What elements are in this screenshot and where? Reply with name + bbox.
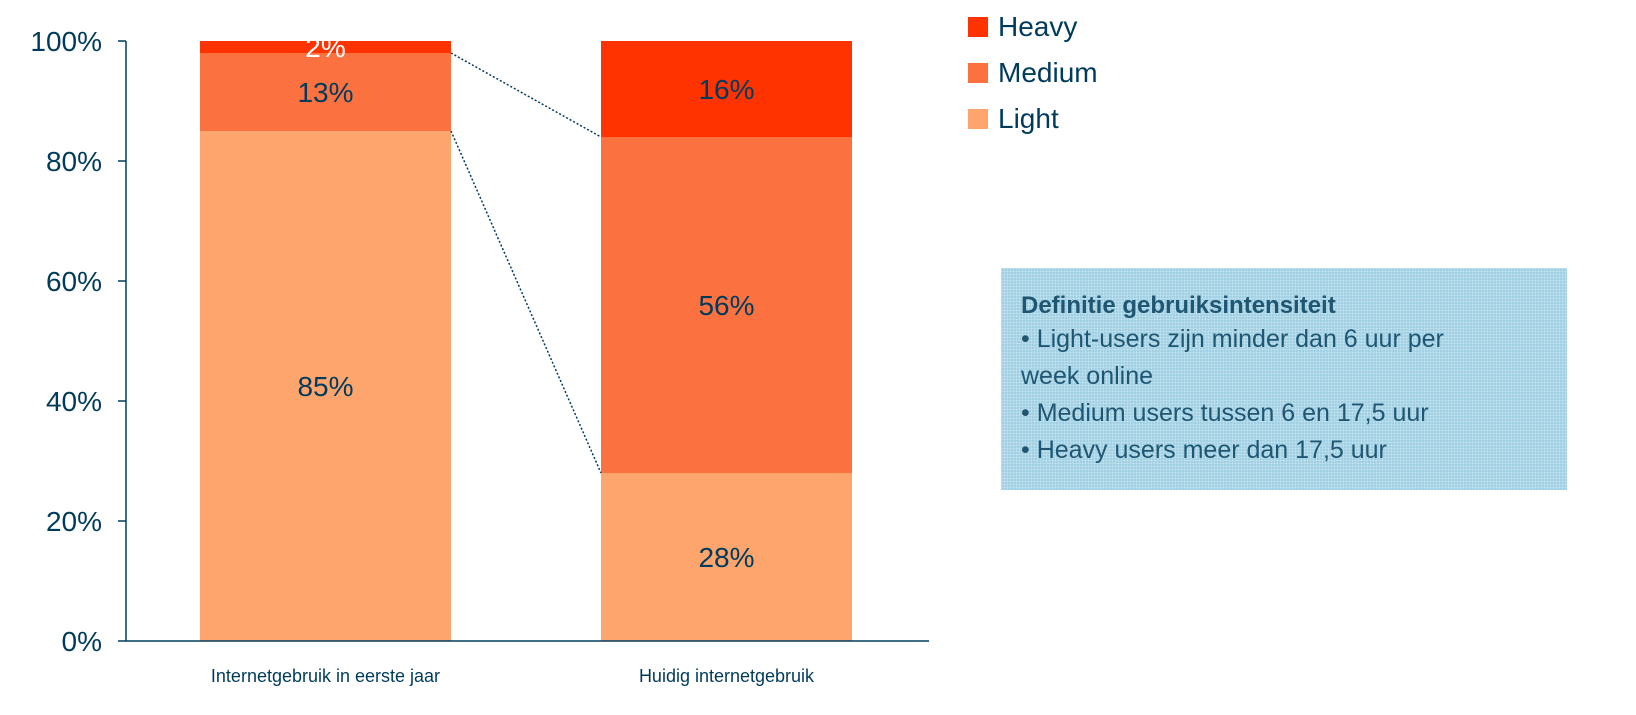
legend-item-heavy: Heavy	[968, 4, 1098, 50]
data-label-light: 85%	[297, 371, 353, 402]
legend-label-heavy: Heavy	[998, 11, 1078, 42]
y-tick-label: 0%	[62, 626, 102, 657]
legend-swatch-medium	[968, 63, 988, 83]
legend-swatch-heavy	[968, 17, 988, 37]
bar-segment-medium	[601, 137, 852, 473]
infobox-line: • Medium users tussen 6 en 17,5 uur	[1021, 399, 1429, 427]
bar-segment-heavy	[200, 41, 451, 53]
data-label-light: 28%	[698, 542, 754, 573]
data-label-heavy: 2%	[305, 32, 345, 63]
y-tick-label: 80%	[46, 146, 102, 177]
chart-legend: Heavy Medium Light	[968, 4, 1098, 142]
data-label-heavy: 16%	[698, 74, 754, 105]
legend-label-medium: Medium	[998, 57, 1098, 88]
y-tick-label: 20%	[46, 506, 102, 537]
infobox-line: week online	[1021, 362, 1154, 390]
legend-swatch-light	[968, 109, 988, 129]
bar-segment-light	[200, 131, 451, 641]
y-tick-label: 100%	[30, 26, 102, 57]
legend-item-light: Light	[968, 96, 1098, 142]
bar-segment-medium	[200, 53, 451, 131]
stacked-bar-chart: 85% 13% 2% 28% 56% 16% 0% 20% 40% 60% 80% 100% Inter…	[30, 26, 929, 686]
definition-infobox: Definitie gebruiksintensiteit • Light-us…	[1001, 268, 1567, 490]
infobox-line: • Light-users zijn minder dan 6 uur per	[1021, 325, 1444, 353]
legend-item-medium: Medium	[968, 50, 1098, 96]
infobox-title: Definitie gebruiksintensiteit	[1021, 292, 1336, 319]
y-tick-label: 60%	[46, 266, 102, 297]
legend-label-light: Light	[998, 103, 1059, 134]
data-label-medium: 13%	[297, 77, 353, 108]
infobox-line: • Heavy users meer dan 17,5 uur	[1021, 436, 1387, 464]
y-tick-label: 40%	[46, 386, 102, 417]
x-category-label: Internetgebruik in eerste jaar	[211, 666, 440, 686]
connector-line	[450, 130, 602, 474]
bar-segment-light	[601, 473, 852, 641]
x-category-label: Huidig internetgebruik	[639, 666, 815, 686]
connector-line	[450, 52, 602, 138]
data-label-medium: 56%	[698, 290, 754, 321]
bar-segment-heavy	[601, 41, 852, 137]
